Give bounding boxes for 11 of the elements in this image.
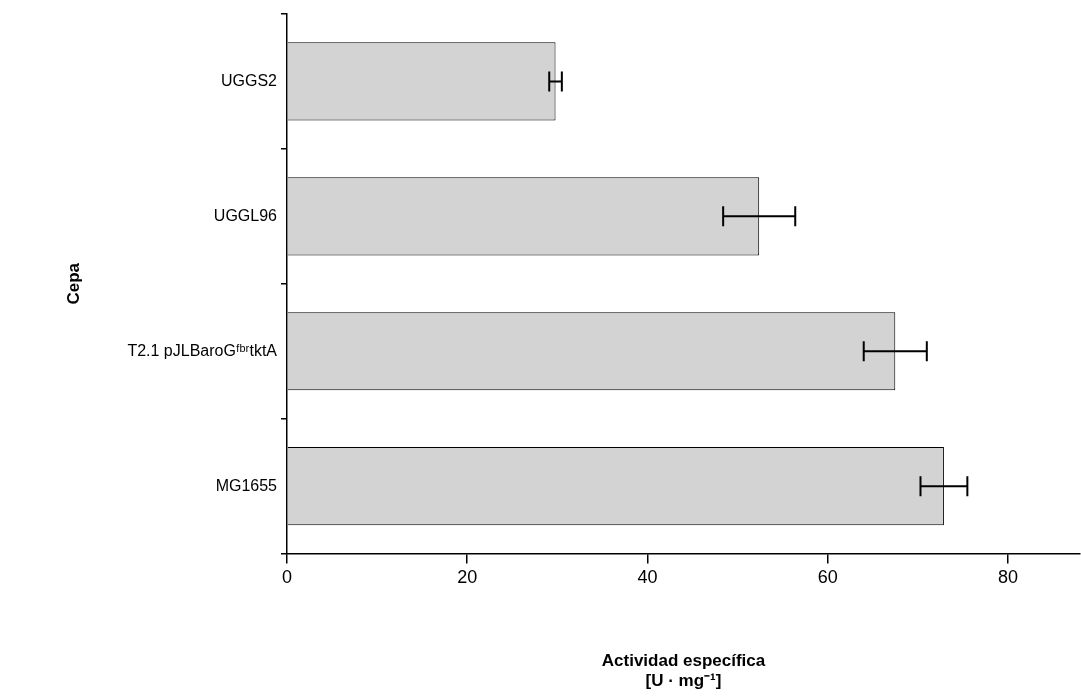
x-tick-label: 60 [817, 567, 838, 588]
x-tick-label: 0 [281, 567, 293, 588]
y-tick-label: UGGL96 [213, 206, 278, 224]
x-tick-label: 40 [637, 567, 658, 588]
x-tick-label: 20 [457, 567, 478, 588]
y-axis-title: Cepa [63, 262, 83, 305]
y-tick-label: T2.1 pJLBaroGᶠᵇʳtktA [127, 341, 278, 359]
x-axis-title: Actividad específica [U · mg⁻¹] [601, 651, 766, 691]
y-tick-label: UGGS2 [220, 71, 278, 89]
x-tick-label: 80 [997, 567, 1018, 588]
y-tick-label: MG1655 [215, 476, 278, 494]
